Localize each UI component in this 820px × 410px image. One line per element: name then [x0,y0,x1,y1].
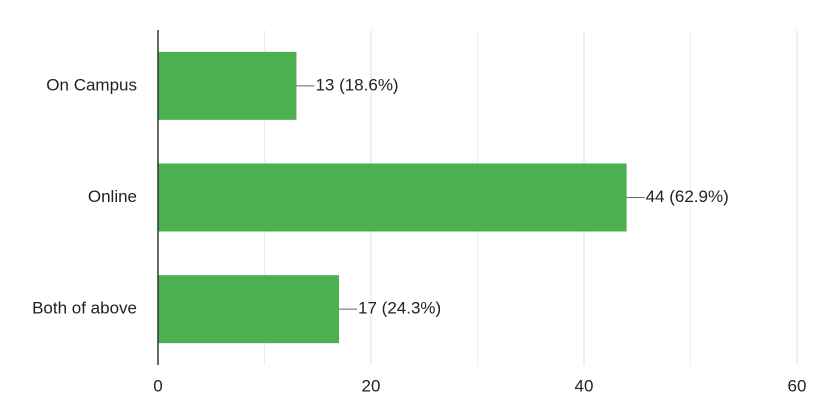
y-tick-label: On Campus [46,75,137,94]
bar [158,163,627,232]
x-tick-label: 60 [788,376,807,395]
value-label: 17 (24.3%) [358,299,441,318]
x-tick-label: 20 [362,376,381,395]
x-tick-label: 0 [153,376,162,395]
bar [158,51,297,120]
value-label: 44 (62.9%) [646,187,729,206]
y-tick-label: Online [88,187,137,206]
y-tick-label: Both of above [32,299,137,318]
value-label: 13 (18.6%) [315,75,398,94]
x-tick-label: 40 [575,376,594,395]
bar [158,275,340,344]
